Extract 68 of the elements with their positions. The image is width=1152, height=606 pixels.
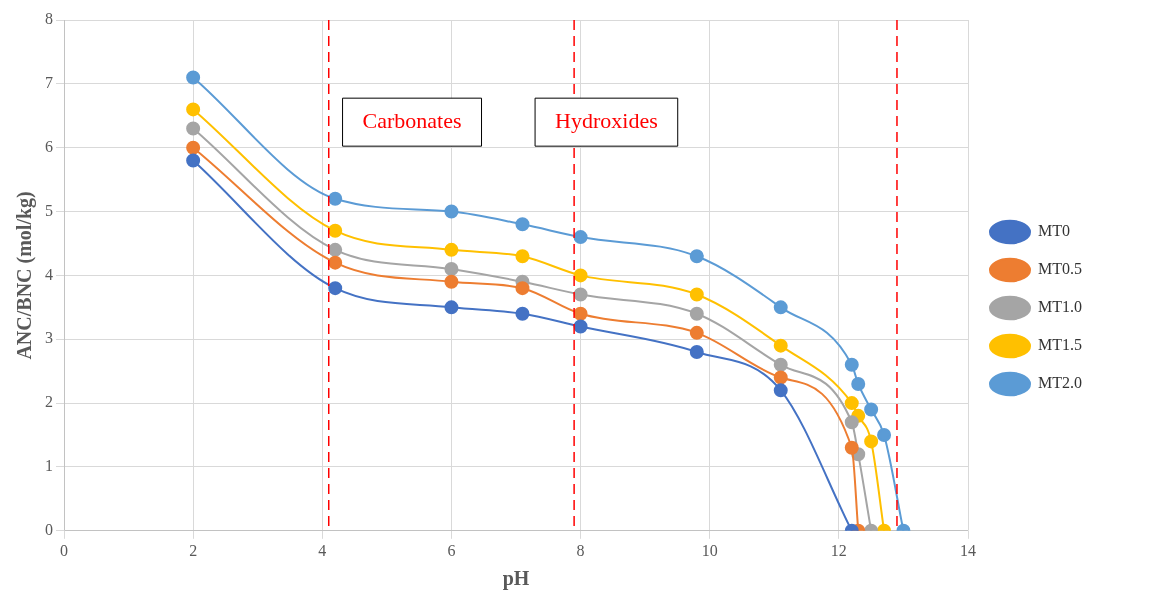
point xyxy=(444,262,459,277)
point xyxy=(328,255,343,270)
point xyxy=(689,306,704,321)
point xyxy=(689,325,704,340)
legend-label: MT0.5 xyxy=(1038,260,1082,278)
point xyxy=(773,357,788,372)
point xyxy=(515,281,530,296)
legend-label: MT1.0 xyxy=(1038,298,1082,316)
y-tick-label: 0 xyxy=(45,521,53,538)
legend-label: MT1.5 xyxy=(1038,336,1082,354)
x-tick-label: 14 xyxy=(960,541,976,559)
x-tick-label: 10 xyxy=(701,541,718,559)
point xyxy=(444,300,459,315)
y-tick-label: 3 xyxy=(45,329,53,347)
point xyxy=(186,140,201,155)
legend-label: MT2.0 xyxy=(1038,374,1082,392)
point xyxy=(689,249,704,264)
point xyxy=(573,319,588,334)
x-tick-label: 4 xyxy=(318,541,327,559)
point xyxy=(773,338,788,353)
point xyxy=(328,191,343,206)
point xyxy=(444,274,459,289)
y-tick-label: 8 xyxy=(45,10,53,28)
point xyxy=(186,153,201,168)
point xyxy=(186,70,201,85)
legend-label: MT0 xyxy=(1038,222,1070,240)
y-tick-label: 7 xyxy=(45,74,53,92)
point xyxy=(328,223,343,238)
y-tick-label: 1 xyxy=(45,457,53,475)
y-tick-label: 2 xyxy=(45,393,53,411)
point xyxy=(328,281,343,296)
point xyxy=(515,217,530,232)
point xyxy=(773,383,788,398)
point xyxy=(186,102,201,117)
point xyxy=(444,204,459,219)
point xyxy=(844,440,859,455)
x-tick-label: 0 xyxy=(60,541,68,559)
point xyxy=(773,370,788,385)
point xyxy=(573,287,588,302)
y-tick-label: 6 xyxy=(45,137,53,155)
y-tick-label: 4 xyxy=(45,265,53,283)
point xyxy=(515,249,530,264)
point xyxy=(844,415,859,430)
point xyxy=(444,242,459,257)
point xyxy=(515,306,530,321)
x-tick-label: 12 xyxy=(830,541,847,559)
x-axis-title: pH xyxy=(502,567,530,591)
x-tick-label: 2 xyxy=(189,541,198,559)
point xyxy=(573,268,588,283)
point xyxy=(864,402,879,417)
y-tick-label: 5 xyxy=(45,201,53,219)
point xyxy=(773,300,788,315)
point xyxy=(573,306,588,321)
point xyxy=(186,121,201,136)
point xyxy=(864,434,879,449)
y-axis-title: ANC/BNC (mol/kg) xyxy=(13,191,37,360)
point xyxy=(844,396,859,411)
annotation: Carbonates xyxy=(362,107,462,133)
point xyxy=(851,376,866,391)
point xyxy=(328,242,343,257)
x-tick-label: 6 xyxy=(447,541,456,559)
point xyxy=(877,428,892,443)
point xyxy=(689,345,704,360)
point xyxy=(844,357,859,372)
x-tick-label: 8 xyxy=(576,541,585,559)
point xyxy=(573,230,588,245)
point xyxy=(689,287,704,302)
annotation: Hydroxides xyxy=(555,107,658,133)
